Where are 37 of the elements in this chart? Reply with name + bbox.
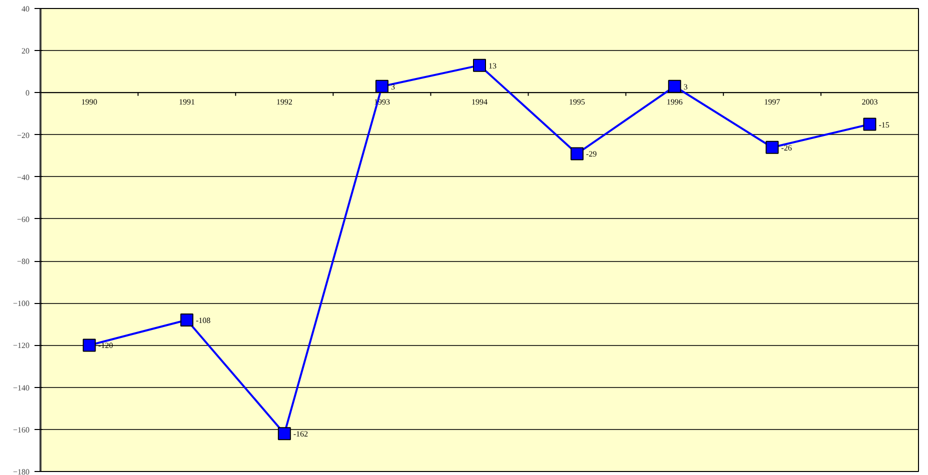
y-tick-label: −120 bbox=[12, 341, 30, 350]
data-label: 13 bbox=[488, 61, 496, 70]
point bbox=[570, 147, 584, 160]
y-tick-label: −20 bbox=[16, 130, 30, 140]
x-tick-label: 1995 bbox=[569, 98, 586, 107]
point bbox=[766, 140, 779, 154]
data-label: 3 bbox=[684, 82, 688, 92]
point bbox=[668, 80, 682, 93]
x-tick-label: 1990 bbox=[81, 98, 98, 107]
point bbox=[473, 58, 486, 72]
data-label: -29 bbox=[586, 150, 597, 159]
y-tick-label: −100 bbox=[12, 299, 30, 308]
y-tick-label: −80 bbox=[16, 257, 30, 266]
y-tick-label: 20 bbox=[22, 46, 30, 56]
y-tick-label: −180 bbox=[12, 468, 30, 475]
y-tick-label: −140 bbox=[12, 383, 30, 392]
point bbox=[82, 338, 96, 352]
point bbox=[375, 80, 388, 93]
point bbox=[180, 313, 194, 326]
x-tick-label: 1996 bbox=[666, 98, 683, 107]
y-tick-label: 0 bbox=[26, 88, 30, 98]
point bbox=[278, 427, 291, 440]
y-tick-label: −160 bbox=[12, 425, 30, 434]
data-label: -26 bbox=[781, 143, 792, 152]
y-tick-label: −40 bbox=[16, 172, 30, 182]
x-tick-label: 2003 bbox=[862, 98, 878, 107]
point bbox=[863, 118, 876, 131]
x-tick-label: 1994 bbox=[472, 98, 488, 107]
y-tick-label: 40 bbox=[22, 4, 30, 14]
y-tick-label: −60 bbox=[16, 214, 30, 224]
x-tick-label: 1997 bbox=[764, 98, 780, 107]
data-label: -15 bbox=[878, 120, 890, 130]
data-label: 3 bbox=[390, 82, 395, 92]
x-tick-label: 1991 bbox=[178, 98, 195, 107]
x-tick-label: 1992 bbox=[276, 98, 292, 107]
data-label: -162 bbox=[293, 430, 308, 439]
data-label: -108 bbox=[196, 316, 211, 325]
